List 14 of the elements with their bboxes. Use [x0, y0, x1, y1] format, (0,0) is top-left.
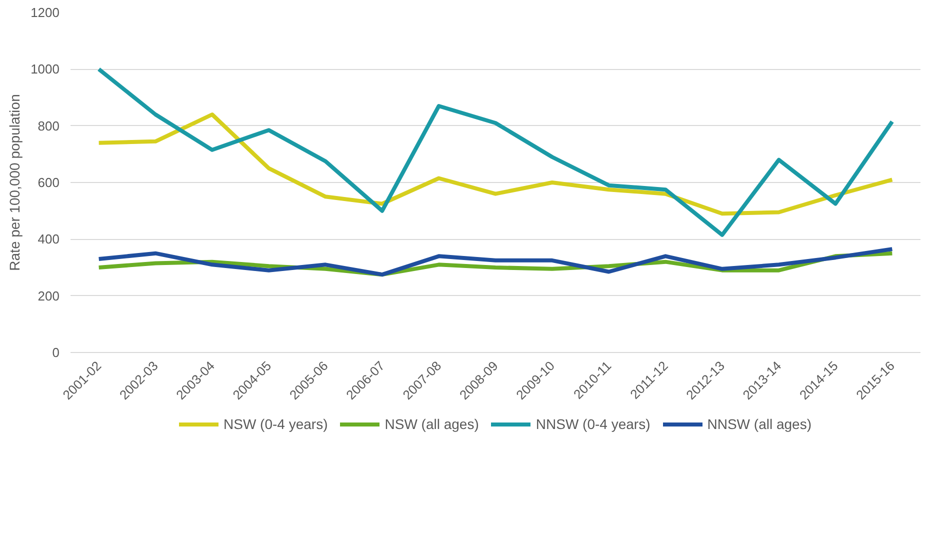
- legend-label: NSW (0-4 years): [224, 416, 328, 432]
- y-axis-title: Rate per 100,000 population: [6, 94, 23, 271]
- line-series: [96, 67, 894, 237]
- y-tick-label: 600: [38, 175, 60, 190]
- y-tick-label: 1200: [30, 5, 60, 20]
- y-tick-label: 800: [38, 118, 60, 134]
- legend-label: NNSW (all ages): [707, 416, 812, 432]
- line-series: [96, 112, 894, 216]
- y-tick-label: 0: [52, 345, 60, 360]
- legend-label: NNSW (0-4 years): [536, 416, 650, 432]
- legend-label: NSW (all ages): [384, 416, 479, 432]
- y-tick-label: 1000: [30, 62, 60, 77]
- y-tick-label: 400: [38, 232, 60, 247]
- y-tick-label: 200: [38, 288, 60, 304]
